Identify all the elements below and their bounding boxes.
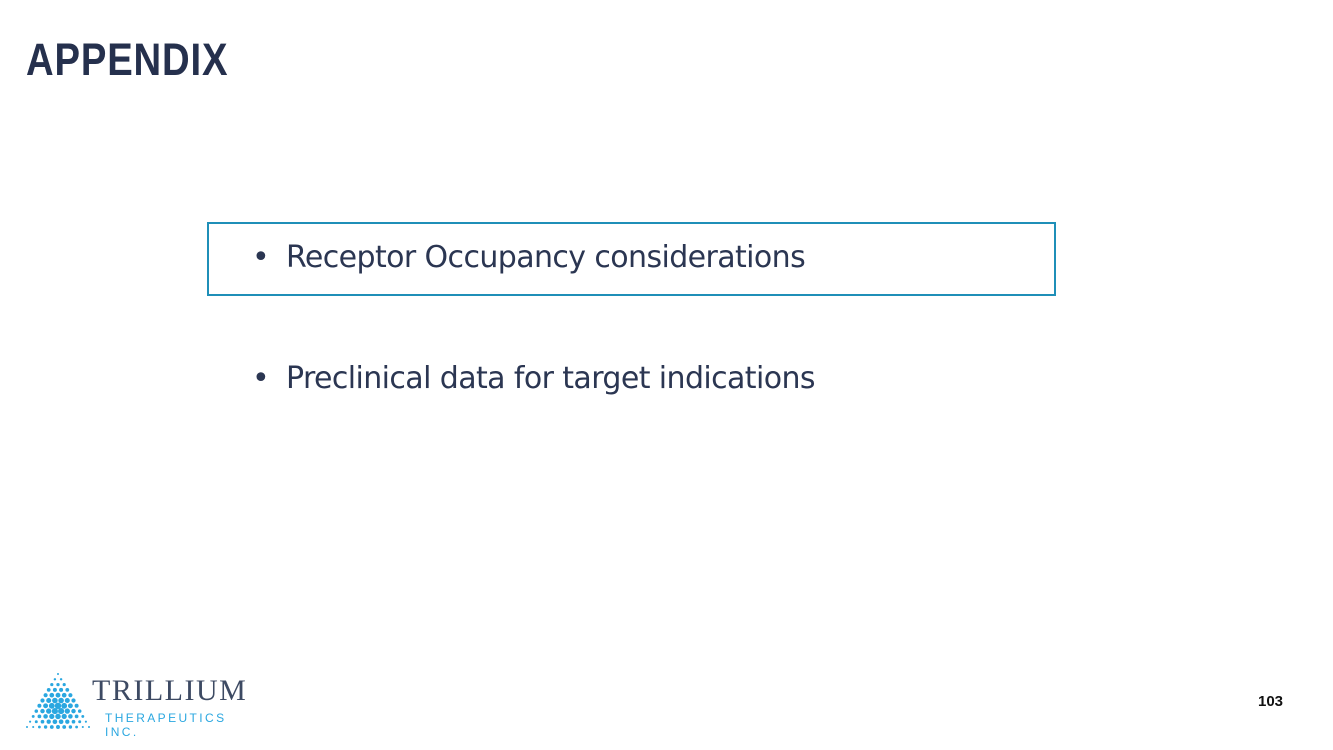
logo-dot: [78, 720, 82, 724]
logo-dot: [37, 703, 42, 708]
logo-dot: [88, 726, 90, 728]
logo-dot: [26, 726, 28, 728]
logo-dot: [74, 714, 79, 719]
logo-dot: [34, 709, 39, 713]
logo-dot: [62, 725, 67, 729]
logo-dot: [67, 703, 73, 709]
logo-dot: [64, 697, 70, 704]
logo-dot: [58, 697, 64, 704]
logo-dot: [64, 708, 70, 714]
logo-dot: [68, 714, 73, 719]
logo-subtitle: THERAPEUTICS INC.: [105, 711, 227, 739]
logo-dot: [37, 714, 42, 719]
logo-dot: [48, 702, 55, 709]
logo-dot: [43, 693, 48, 698]
logo-dot: [81, 714, 85, 718]
logo-dot: [51, 708, 58, 715]
logo-dot: [61, 702, 68, 709]
logo-dot: [37, 725, 41, 729]
logo-dot: [54, 702, 62, 710]
logo-dot: [43, 714, 48, 719]
highlight-box: [207, 222, 1056, 296]
logo-dot: [40, 708, 45, 714]
logo-dot: [77, 709, 82, 713]
logo-dot: [68, 725, 73, 729]
logo-dot: [52, 719, 58, 725]
logo-dot: [56, 682, 60, 687]
logo-dot: [46, 697, 52, 704]
logo-dot: [34, 720, 38, 724]
logo-dot: [53, 678, 57, 681]
logo-dot: [58, 719, 64, 725]
logo-dot: [46, 708, 52, 714]
logo-dot: [65, 719, 70, 724]
logo-dot: [40, 719, 45, 724]
page-number: 103: [1258, 693, 1284, 710]
logo-dot: [29, 720, 32, 723]
logo-dot: [43, 703, 49, 709]
logo-dot: [68, 693, 73, 698]
logo-dot: [32, 725, 35, 729]
logo-dot: [59, 678, 63, 681]
bullet-item: • Receptor Occupancy considerations: [252, 240, 806, 275]
logo-dot: [50, 683, 54, 687]
logo-dot: [55, 713, 61, 720]
logo-name: TRILLIUM: [92, 674, 248, 707]
logo-dot: [40, 698, 45, 703]
logo-dot: [71, 698, 76, 703]
bullet-icon: •: [252, 361, 270, 396]
bullet-text: Receptor Occupancy considerations: [286, 240, 806, 275]
logo-dot: [59, 687, 64, 692]
logo-dot: [46, 688, 51, 692]
logo-dot: [52, 697, 58, 704]
logo-dot: [84, 720, 87, 723]
company-logo: TRILLIUM THERAPEUTICS INC.: [22, 668, 262, 739]
logo-dot: [61, 692, 67, 698]
logo-dot: [62, 683, 66, 687]
logo-dot: [61, 713, 67, 720]
logo-dot: [43, 725, 48, 729]
logo-dot: [55, 692, 61, 698]
logo-dot: [31, 714, 35, 718]
logo-dot: [56, 725, 60, 729]
logo-dot: [46, 719, 51, 724]
bullet-text: Preclinical data for target indications: [286, 361, 816, 396]
logo-dot: [74, 703, 79, 708]
logo-dot: [81, 725, 84, 729]
bullet-icon: •: [252, 240, 270, 275]
logo-dot: [57, 673, 59, 675]
dotted-triangle-logo-icon: [26, 673, 90, 729]
logo-dot: [58, 708, 65, 715]
logo-dot: [49, 692, 55, 698]
logo-dot: [75, 725, 79, 729]
logo-dot: [49, 725, 54, 729]
page-title: APPENDIX: [26, 34, 229, 85]
logo-dot: [71, 719, 76, 724]
logo-dot: [52, 687, 57, 692]
logo-dot: [65, 688, 70, 692]
bullet-item: • Preclinical data for target indications: [252, 361, 816, 396]
logo-dot: [49, 713, 55, 720]
logo-dot: [71, 708, 76, 714]
